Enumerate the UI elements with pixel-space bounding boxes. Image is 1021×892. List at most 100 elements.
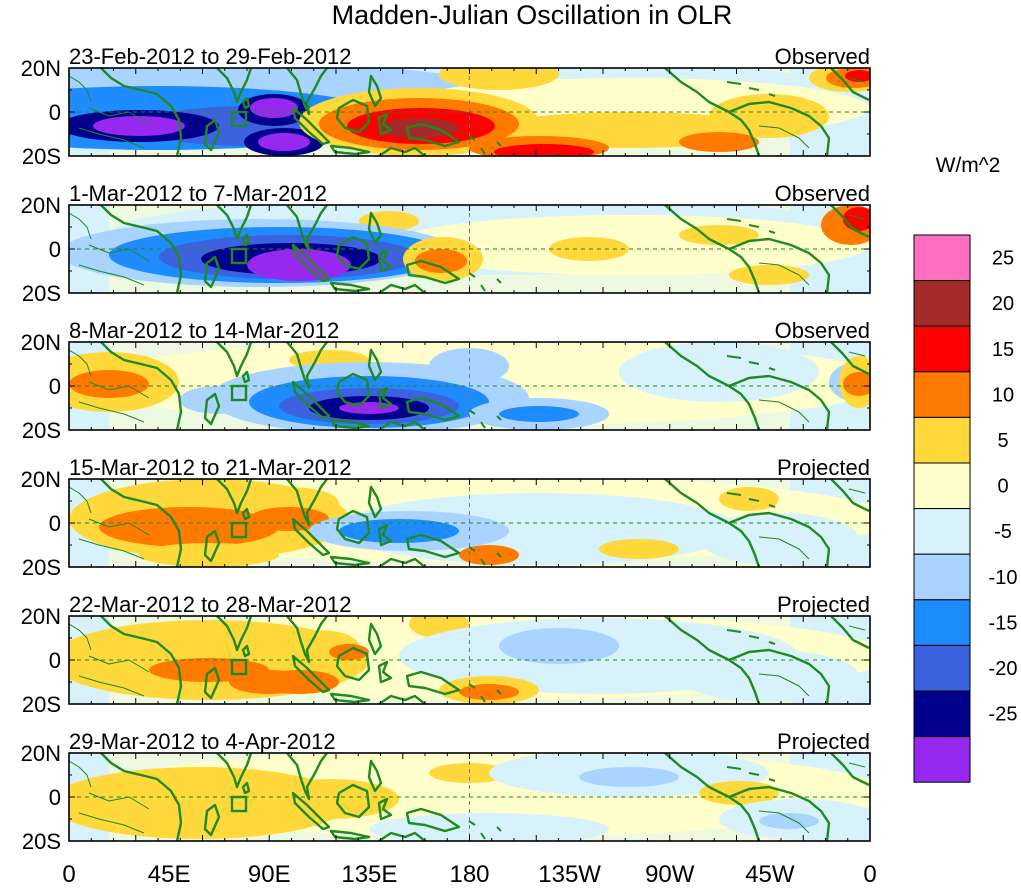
lon-label: 135W (538, 861, 601, 887)
lat-label: 20S (22, 281, 61, 306)
panel-status: Observed (775, 318, 870, 343)
colorbar-swatch (913, 325, 971, 373)
panel-date-range: 15-Mar-2012 to 21-Mar-2012 (69, 455, 351, 480)
colorbar-tick-label: 5 (997, 430, 1008, 452)
colorbar-swatch (913, 508, 971, 555)
colorbar-tick-label: -15 (989, 612, 1018, 634)
lat-label: 20S (22, 555, 61, 580)
colorbar-swatch (913, 462, 971, 510)
lon-label: 180 (449, 861, 489, 887)
lat-label: 0 (49, 100, 61, 125)
figure-title: Madden-Julian Oscillation in OLR (332, 0, 733, 30)
olr-anomaly-field (69, 68, 870, 156)
colorbar-tick-label: 10 (992, 384, 1014, 406)
lon-label: 0 (62, 861, 75, 887)
panel-status: Observed (775, 44, 870, 69)
colorbar-tick-label: -5 (994, 521, 1012, 543)
olr-contour-region (439, 68, 559, 90)
map-panel: 22-Mar-2012 to 28-Mar-2012 Projected 20N 0 2… (21, 592, 871, 717)
colorbar-tick-label: 15 (992, 339, 1014, 361)
colorbar: 25 20 15 10 5 0 -5 -10 -15 -20 -25 (913, 234, 1018, 783)
colorbar-swatch (913, 644, 971, 692)
lon-label: 0 (863, 861, 876, 887)
lon-axis: 0 45E 90E 135E 180 135W 90W 45W 0 (62, 861, 876, 888)
olr-contour-region (369, 813, 609, 841)
panel-status: Projected (777, 729, 870, 754)
colorbar-swatch (913, 599, 971, 646)
olr-anomaly-field (69, 205, 870, 293)
olr-contour-region (259, 779, 399, 819)
lat-label: 0 (49, 785, 61, 810)
lat-label: 20N (21, 741, 61, 766)
lat-label: 0 (49, 511, 61, 536)
map-panel: 15-Mar-2012 to 21-Mar-2012 Projected 20N 0 2… (21, 455, 871, 580)
olr-contour-region (247, 249, 351, 281)
panel-date-range: 22-Mar-2012 to 28-Mar-2012 (69, 592, 351, 617)
olr-anomaly-field (69, 479, 870, 567)
lat-label: 20S (22, 692, 61, 717)
lon-label: 45E (148, 861, 191, 887)
lat-label: 0 (49, 648, 61, 673)
olr-contour-region (250, 98, 298, 118)
panel-status: Projected (777, 592, 870, 617)
colorbar-tick-label: 20 (992, 293, 1014, 315)
panel-status: Projected (777, 455, 870, 480)
panel-date-range: 29-Mar-2012 to 4-Apr-2012 (69, 729, 336, 754)
olr-contour-region (843, 372, 870, 396)
colorbar-tick-label: -25 (989, 704, 1018, 726)
olr-contour-region (759, 813, 819, 829)
olr-contour-region (579, 767, 679, 787)
colorbar-unit: W/m^2 (936, 154, 1001, 177)
lat-label: 20S (22, 829, 61, 854)
colorbar-tick-label: -20 (989, 658, 1018, 680)
lat-label: 0 (49, 374, 61, 399)
colorbar-swatch (913, 234, 971, 282)
lon-label: 90W (645, 861, 695, 887)
colorbar-swatch (913, 690, 971, 738)
map-panel: 1-Mar-2012 to 7-Mar-2012 Observed 20N 0 20S (21, 181, 871, 306)
map-panel: 23-Feb-2012 to 29-Feb-2012 Observed 20N 0 20… (21, 44, 871, 169)
colorbar-swatch (913, 553, 971, 601)
map-panel: 29-Mar-2012 to 4-Apr-2012 Projected 20N 0 20… (21, 729, 871, 854)
olr-contour-region (69, 370, 149, 398)
olr-contour-region (499, 406, 579, 422)
olr-contour-region (619, 342, 819, 402)
olr-contour-region (599, 539, 679, 559)
lat-label: 20S (22, 144, 61, 169)
olr-contour-region (459, 684, 519, 700)
lat-label: 0 (49, 237, 61, 262)
lat-label: 20N (21, 330, 61, 355)
olr-contour-region (93, 116, 185, 136)
lat-label: 20S (22, 418, 61, 443)
olr-contour-region (729, 265, 809, 285)
olr-contour-region (415, 249, 467, 273)
colorbar-swatch (913, 416, 971, 464)
olr-contour-region (494, 144, 594, 156)
lon-label: 90E (248, 861, 291, 887)
panel-date-range: 8-Mar-2012 to 14-Mar-2012 (69, 318, 339, 343)
olr-contour-region (69, 767, 349, 839)
lat-label: 20N (21, 467, 61, 492)
olr-anomaly-field (69, 342, 870, 430)
olr-contour-region (499, 628, 619, 664)
map-panel: 8-Mar-2012 to 14-Mar-2012 Observed 20N 0 20S (21, 318, 871, 443)
olr-contour-region (679, 650, 859, 702)
lat-label: 20N (21, 604, 61, 629)
olr-contour-region (258, 133, 310, 151)
olr-contour-region (139, 543, 279, 567)
lat-label: 20N (21, 56, 61, 81)
lon-label: 135E (341, 861, 397, 887)
olr-contour-region (679, 132, 759, 152)
colorbar-swatch (913, 280, 971, 327)
panel-date-range: 23-Feb-2012 to 29-Feb-2012 (69, 44, 352, 69)
colorbar-tick-label: 25 (992, 248, 1014, 270)
olr-contour-region (379, 118, 459, 138)
panel-status: Observed (775, 181, 870, 206)
panel-date-range: 1-Mar-2012 to 7-Mar-2012 (69, 181, 327, 206)
colorbar-tick-label: 0 (997, 476, 1008, 498)
olr-contour-region (709, 94, 829, 138)
olr-contour-region (459, 545, 519, 565)
lon-label: 45W (745, 861, 795, 887)
colorbar-swatch (913, 736, 971, 783)
